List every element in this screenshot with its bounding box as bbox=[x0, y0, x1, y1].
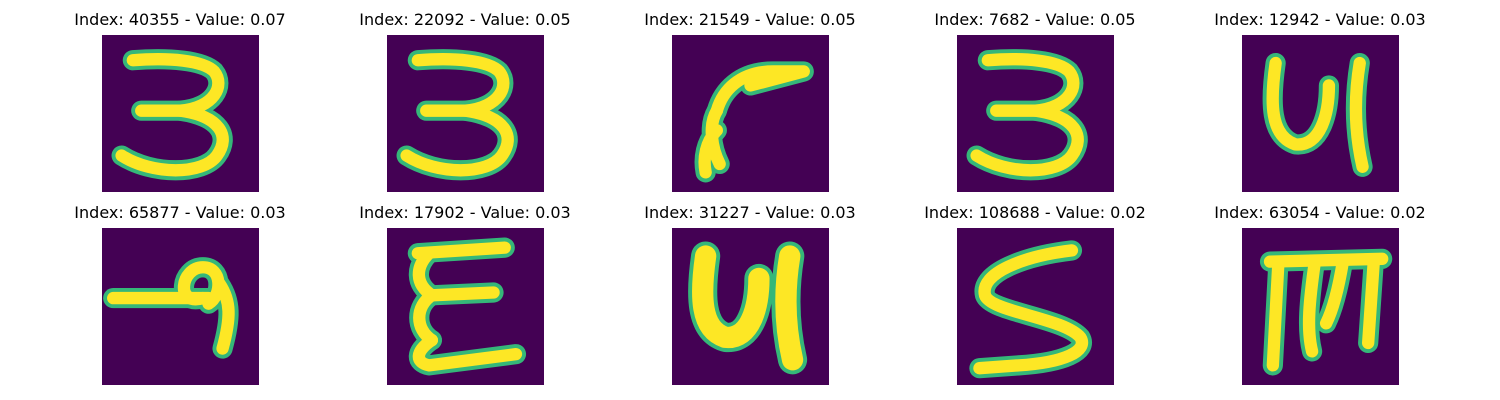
handwritten-glyph-image bbox=[102, 228, 259, 385]
handwritten-glyph-image bbox=[957, 228, 1114, 385]
glyph-stroke bbox=[973, 244, 1089, 375]
glyph-stroke bbox=[126, 53, 225, 117]
handwritten-glyph-image bbox=[957, 35, 1114, 192]
glyph-stroke bbox=[213, 277, 235, 355]
glyph-stroke bbox=[1361, 255, 1380, 350]
glyph-stroke bbox=[1349, 56, 1369, 173]
glyph-stroke bbox=[400, 104, 514, 177]
glyph-stroke bbox=[1302, 255, 1322, 358]
handwritten-glyph-image bbox=[672, 35, 829, 192]
glyph-stroke bbox=[1319, 255, 1350, 330]
image-panel: Index: 108688 - Value: 0.02 bbox=[885, 193, 1185, 385]
image-panel: Index: 65877 - Value: 0.03 bbox=[30, 193, 330, 385]
image-panel: Index: 40355 - Value: 0.07 bbox=[30, 0, 330, 192]
panel-title: Index: 17902 - Value: 0.03 bbox=[359, 203, 571, 222]
glyph-stroke bbox=[1266, 255, 1285, 372]
glyph-stroke bbox=[411, 53, 510, 117]
glyph-stroke bbox=[115, 104, 229, 177]
panel-title: Index: 7682 - Value: 0.05 bbox=[934, 10, 1136, 29]
glyph-stroke bbox=[412, 333, 523, 372]
handwritten-glyph-image bbox=[672, 228, 829, 385]
panel-title: Index: 21549 - Value: 0.05 bbox=[644, 10, 856, 29]
glyph-stroke bbox=[425, 286, 500, 302]
glyph-stroke bbox=[970, 104, 1084, 177]
image-panel: Index: 17902 - Value: 0.03 bbox=[315, 193, 615, 385]
glyph-stroke bbox=[775, 245, 804, 371]
glyph-stroke bbox=[1266, 56, 1336, 151]
panel-title: Index: 12942 - Value: 0.03 bbox=[1214, 10, 1426, 29]
handwritten-glyph-image bbox=[1242, 35, 1399, 192]
image-panel: Index: 21549 - Value: 0.05 bbox=[600, 0, 900, 192]
panel-title: Index: 31227 - Value: 0.03 bbox=[644, 203, 856, 222]
handwritten-glyph-image bbox=[387, 228, 544, 385]
panel-title: Index: 22092 - Value: 0.05 bbox=[359, 10, 571, 29]
image-panel: Index: 7682 - Value: 0.05 bbox=[885, 0, 1185, 192]
handwritten-glyph-image bbox=[102, 35, 259, 192]
image-panel: Index: 22092 - Value: 0.05 bbox=[315, 0, 615, 192]
glyph-stroke bbox=[981, 53, 1080, 117]
glyph-stroke bbox=[1263, 252, 1389, 268]
glyph-stroke bbox=[710, 65, 810, 117]
handwritten-glyph-image bbox=[1242, 228, 1399, 385]
image-panel: Index: 31227 - Value: 0.03 bbox=[600, 193, 900, 385]
panel-title: Index: 63054 - Value: 0.02 bbox=[1214, 203, 1426, 222]
panel-title: Index: 40355 - Value: 0.07 bbox=[74, 10, 286, 29]
image-panel: Index: 63054 - Value: 0.02 bbox=[1170, 193, 1470, 385]
image-panel: Index: 12942 - Value: 0.03 bbox=[1170, 0, 1470, 192]
glyph-stroke bbox=[698, 104, 726, 179]
panel-title: Index: 65877 - Value: 0.03 bbox=[74, 203, 286, 222]
panel-title: Index: 108688 - Value: 0.02 bbox=[924, 203, 1146, 222]
glyph-stroke bbox=[691, 245, 770, 348]
handwritten-glyph-image bbox=[387, 35, 544, 192]
